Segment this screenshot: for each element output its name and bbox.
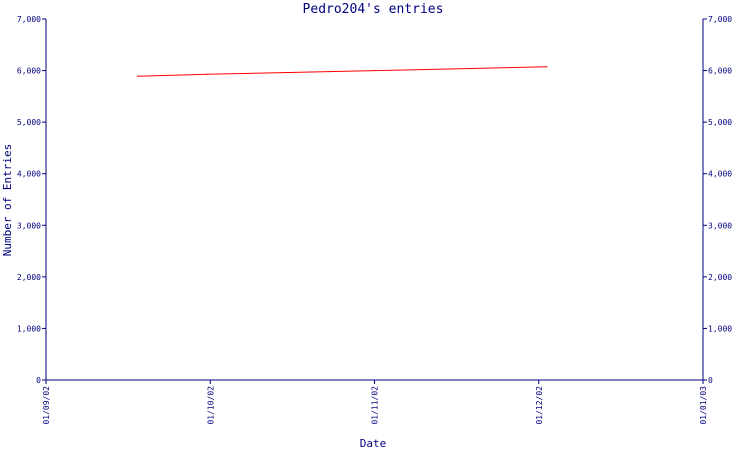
axes [45, 19, 704, 381]
x-tick-label: 01/09/02 [42, 386, 51, 425]
y-tick-label-left: 4,000 [17, 170, 41, 179]
y-tick-label-right: 3,000 [708, 221, 732, 230]
y-tick-label-left: 2,000 [17, 273, 41, 282]
y-tick-label-left: 3,000 [17, 221, 41, 230]
ticks: 0 0 1,000 1,000 2,000 2,000 3,000 3,000 4,000 4,0… [17, 15, 732, 425]
x-tick-label: 01/01/03 [699, 386, 708, 425]
y-tick-label-right: 2,000 [708, 273, 732, 282]
y-tick-label-left: 7,000 [17, 15, 41, 24]
y-tick-label-left: 1,000 [17, 324, 41, 333]
y-tick-label-left: 5,000 [17, 118, 41, 127]
x-axis-label: Date [360, 437, 387, 450]
data-point [282, 72, 284, 74]
data-point [373, 69, 376, 72]
y-tick-label-right: 7,000 [708, 15, 732, 24]
x-tick-label: 01/10/02 [206, 386, 215, 425]
y-tick-label-left: 0 [36, 376, 41, 385]
x-tick-label: 01/11/02 [371, 386, 380, 425]
data-point [206, 73, 209, 75]
x-tick-label: 01/12/02 [535, 386, 544, 425]
y-tick-label-right: 0 [708, 376, 713, 385]
data-point [546, 66, 548, 68]
y-tick-label-right: 5,000 [708, 118, 732, 127]
chart-title: Pedro204's entries [303, 2, 444, 17]
data-point [449, 68, 451, 70]
series-line [137, 66, 547, 77]
series-group [136, 66, 548, 77]
y-axis-label: Number of Entries [1, 144, 14, 257]
y-tick-label-left: 6,000 [17, 67, 41, 76]
data-point [136, 75, 139, 77]
y-tick-label-right: 6,000 [708, 67, 732, 76]
y-tick-label-right: 1,000 [708, 324, 732, 333]
y-tick-label-right: 4,000 [708, 170, 732, 179]
